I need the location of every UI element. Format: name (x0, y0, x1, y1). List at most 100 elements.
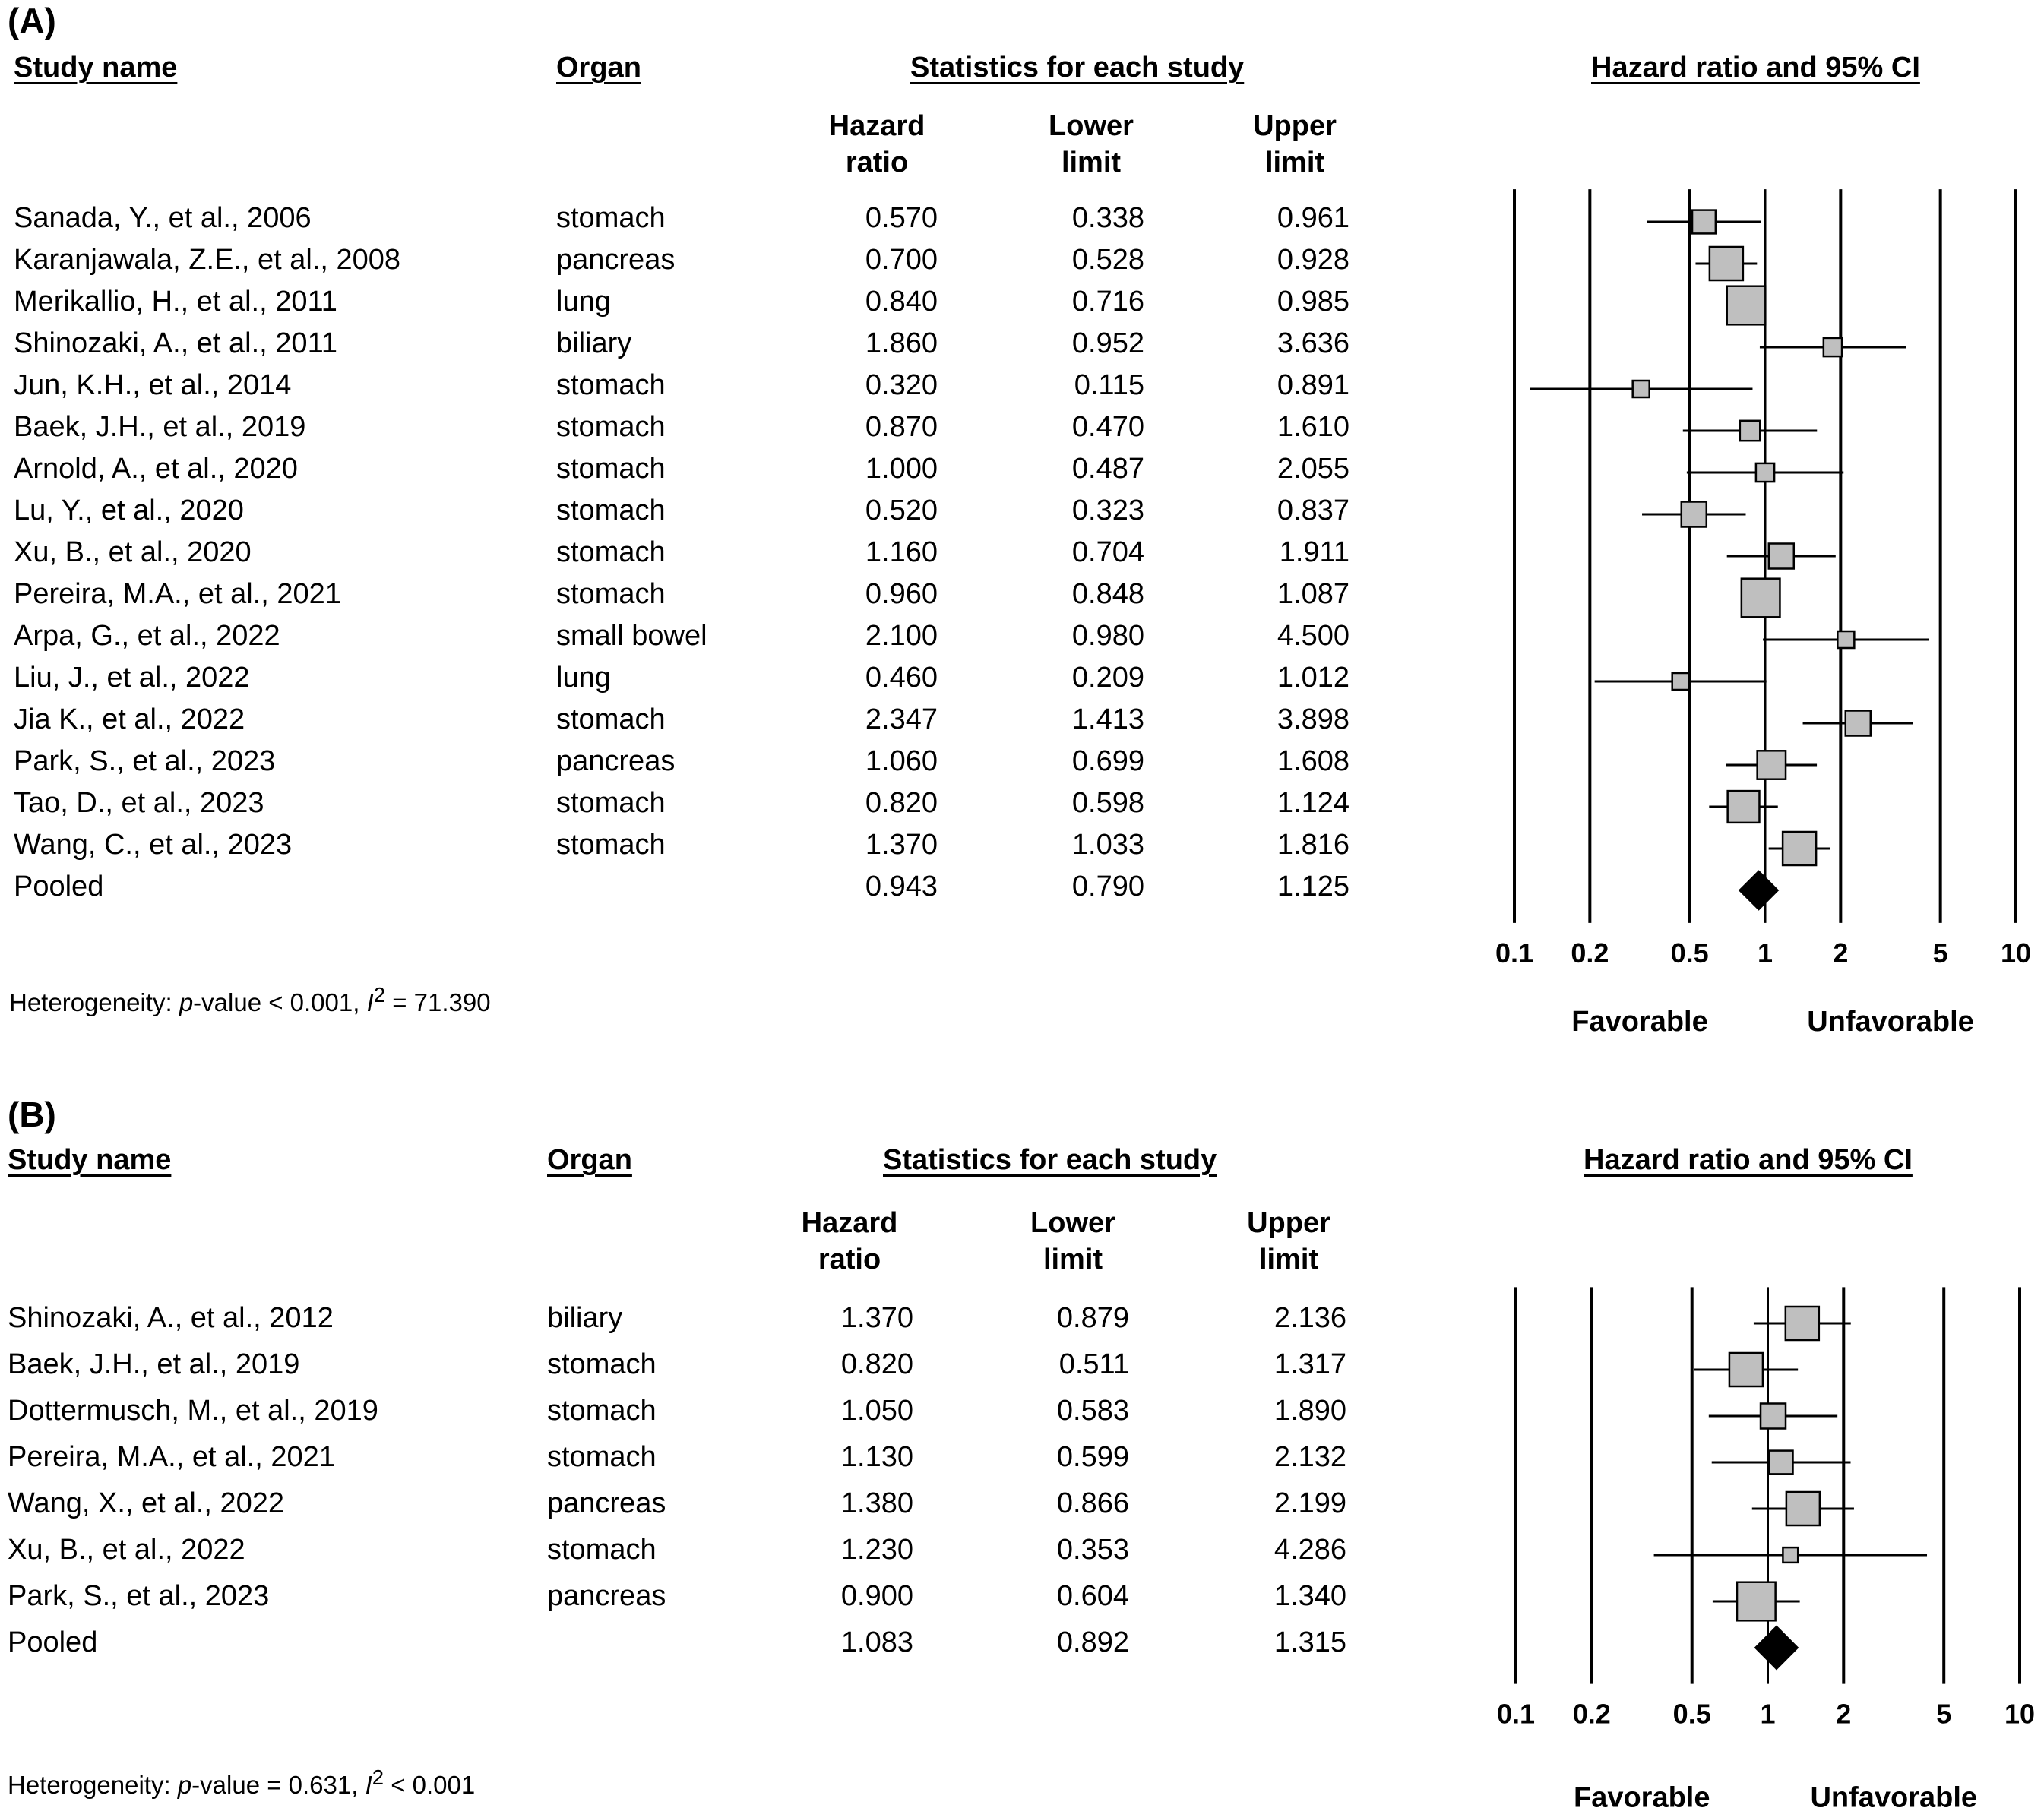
heterogeneity-i2-sup: 2 (373, 983, 386, 1007)
x-tick-label: 0.2 (1573, 1699, 1611, 1730)
subheader-hazard-ratio-line2: ratio (845, 147, 909, 179)
subheader-lower-limit-line2: limit (1043, 1244, 1103, 1275)
study-name: Liu, J., et al., 2022 (14, 662, 250, 694)
upper-limit-cell: 1.012 (1277, 662, 1349, 694)
lower-limit-cell: 0.338 (1071, 202, 1144, 234)
subheader-upper-limit: Upper limit (1211, 108, 1378, 181)
x-tick-label: 1 (1760, 1699, 1775, 1730)
hazard-ratio-cell: 0.820 (865, 787, 938, 819)
upper-limit-cell: 3.636 (1277, 327, 1349, 359)
study-name: Dottermusch, M., et al., 2019 (8, 1395, 378, 1427)
upper-limit-cell: 0.891 (1277, 369, 1349, 401)
heterogeneity-note: Heterogeneity: p-value = 0.631, I2 < 0.0… (8, 1765, 475, 1800)
hazard-ratio-cell: 0.820 (840, 1348, 913, 1380)
upper-limit-cell: 2.199 (1274, 1487, 1346, 1519)
study-name: Xu, B., et al., 2020 (14, 536, 252, 568)
upper-limit-cell: 2.055 (1277, 453, 1349, 485)
subheader-upper-limit-line1: Upper (1253, 110, 1337, 142)
lower-limit-cell: 0.866 (1056, 1487, 1129, 1519)
upper-limit-cell: 1.608 (1277, 745, 1349, 777)
heterogeneity-i2-label: I (366, 988, 374, 1016)
hazard-ratio-marker (1759, 1402, 1787, 1430)
hazard-ratio-cell: 0.943 (865, 871, 938, 902)
subheader-upper-limit-line1: Upper (1247, 1207, 1330, 1239)
study-name: Merikallio, H., et al., 2011 (14, 286, 337, 318)
x-tick-label: 2 (1836, 1699, 1851, 1730)
organ-cell: small bowel (556, 620, 707, 652)
lower-limit-cell: 0.599 (1056, 1441, 1129, 1473)
organ-cell: stomach (556, 453, 666, 485)
organ-cell: stomach (556, 202, 666, 234)
subheader-upper-limit: Upper limit (1205, 1205, 1372, 1278)
lower-limit-cell: 0.704 (1071, 536, 1144, 568)
lower-limit-cell: 0.790 (1071, 871, 1144, 902)
organ-cell: stomach (547, 1348, 657, 1380)
hazard-ratio-cell: 1.370 (865, 829, 938, 861)
subheader-lower-limit-line2: limit (1061, 147, 1122, 179)
lower-limit-cell: 0.699 (1071, 745, 1144, 777)
hazard-ratio-marker (1691, 209, 1717, 235)
study-name: Shinozaki, A., et al., 2011 (14, 327, 338, 359)
study-name: Baek, J.H., et al., 2019 (8, 1348, 300, 1380)
heterogeneity-note: Heterogeneity: p-value < 0.001, I2 = 71.… (9, 983, 491, 1017)
forest-plot: 0.1 0.2 0.5 1 2 5 10 Favorable Unfavorable (1497, 1287, 2035, 1808)
organ-cell: stomach (556, 829, 666, 861)
subheader-hazard-ratio: Hazard ratio (793, 108, 960, 181)
header-statistics: Statistics for each study (910, 52, 1245, 84)
study-name: Park, S., et al., 2023 (8, 1580, 270, 1612)
panel-label: (A) (8, 1, 56, 40)
organ-cell: pancreas (556, 244, 676, 276)
subheader-hazard-ratio-line2: ratio (818, 1244, 881, 1275)
x-tick-label: 5 (1936, 1699, 1951, 1730)
subheader-upper-limit-line2: limit (1264, 147, 1325, 179)
lower-limit-cell: 0.511 (1058, 1348, 1129, 1380)
x-tick-label: 0.1 (1495, 937, 1533, 969)
hazard-ratio-cell: 2.347 (865, 703, 938, 735)
lower-limit-cell: 0.604 (1056, 1580, 1129, 1612)
hazard-ratio-cell: 0.570 (865, 202, 938, 234)
heterogeneity-i2-sup: 2 (372, 1765, 384, 1789)
organ-cell: pancreas (556, 745, 676, 777)
hazard-ratio-cell: 1.380 (840, 1487, 913, 1519)
lower-limit-cell: 0.487 (1071, 453, 1144, 485)
hazard-ratio-marker (1837, 630, 1856, 650)
subheader-lower-limit: Lower limit (1008, 108, 1175, 181)
organ-cell: stomach (556, 703, 666, 735)
hazard-ratio-cell: 0.870 (865, 411, 938, 443)
lower-limit-cell: 0.209 (1071, 662, 1144, 694)
upper-limit-cell: 2.132 (1274, 1441, 1346, 1473)
lower-limit-cell: 0.892 (1056, 1626, 1129, 1658)
lower-limit-cell: 0.528 (1071, 244, 1144, 276)
organ-cell: pancreas (547, 1487, 666, 1519)
header-hazard-ratio-ci: Hazard ratio and 95% CI (1584, 1144, 1913, 1176)
hazard-ratio-cell: 0.320 (865, 369, 938, 401)
organ-cell: biliary (547, 1302, 623, 1334)
study-name: Pereira, M.A., et al., 2021 (14, 578, 341, 610)
organ-cell: lung (556, 662, 611, 694)
lower-limit-cell: 0.323 (1071, 495, 1144, 526)
lower-limit-cell: 0.879 (1056, 1302, 1129, 1334)
study-name: Jia K., et al., 2022 (14, 703, 245, 735)
header-study-name: Study name (14, 52, 178, 84)
heterogeneity-prefix: Heterogeneity: (8, 1771, 178, 1799)
study-name: Wang, X., et al., 2022 (8, 1487, 285, 1519)
subheader-hazard-ratio-line1: Hazard (828, 110, 925, 142)
organ-cell: stomach (547, 1534, 657, 1566)
lower-limit-cell: 0.980 (1071, 620, 1144, 652)
hazard-ratio-cell: 2.100 (865, 620, 938, 652)
hazard-ratio-marker (1671, 672, 1690, 691)
upper-limit-cell: 0.928 (1277, 244, 1349, 276)
subheader-upper-limit-line2: limit (1258, 1244, 1319, 1275)
heterogeneity-i2-text: < 0.001 (384, 1771, 476, 1799)
heterogeneity-p-text: -value = 0.631, (191, 1771, 365, 1799)
x-tick-label: 0.5 (1671, 937, 1709, 969)
lower-limit-cell: 0.353 (1056, 1534, 1129, 1566)
study-name: Shinozaki, A., et al., 2012 (8, 1302, 334, 1334)
hazard-ratio-cell: 1.000 (865, 453, 938, 485)
hazard-ratio-marker (1736, 1581, 1777, 1622)
hazard-ratio-cell: 1.160 (865, 536, 938, 568)
study-name: Sanada, Y., et al., 2006 (14, 202, 312, 234)
study-name: Xu, B., et al., 2022 (8, 1534, 245, 1566)
hazard-ratio-marker (1754, 462, 1776, 483)
upper-limit-cell: 1.087 (1277, 578, 1349, 610)
